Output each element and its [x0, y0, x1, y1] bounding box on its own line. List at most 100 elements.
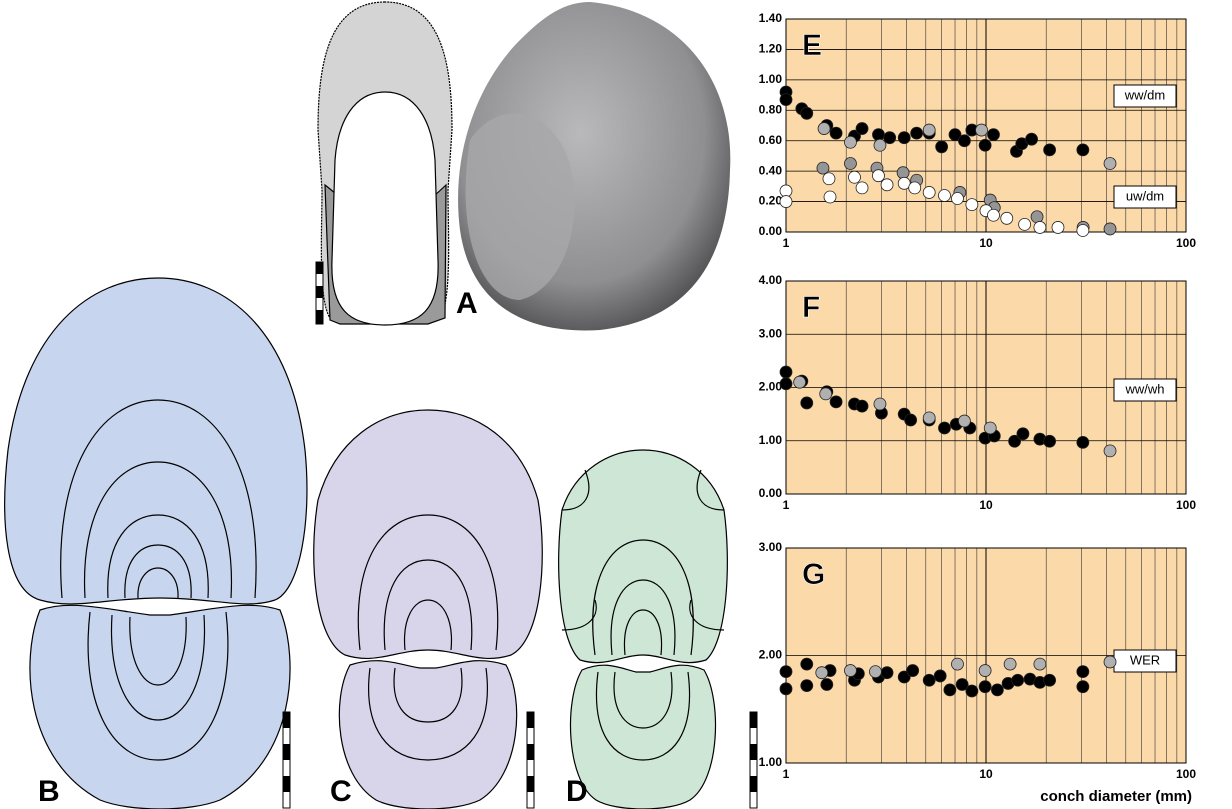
data-point	[976, 124, 988, 136]
data-point	[881, 179, 893, 191]
y-tick-label: 1.00	[759, 755, 783, 769]
x-tick-label: 10	[979, 236, 993, 250]
data-point	[1034, 221, 1046, 233]
x-tick-label: 10	[979, 767, 993, 781]
whorl-section-d	[559, 450, 728, 809]
panel-label: F	[802, 291, 820, 324]
data-point	[801, 397, 813, 409]
data-point	[1052, 221, 1064, 233]
data-point	[1077, 224, 1089, 236]
y-tick-label: 0.40	[759, 163, 783, 177]
data-point	[911, 127, 923, 139]
data-point	[1104, 223, 1116, 235]
cross-section-drawing	[318, 2, 452, 325]
data-point	[801, 680, 813, 692]
data-point	[824, 191, 836, 203]
data-point	[934, 670, 946, 682]
data-point	[1001, 212, 1013, 224]
y-tick-label: 0.00	[759, 224, 783, 238]
data-point	[818, 123, 830, 135]
data-point	[780, 196, 792, 208]
data-point	[844, 665, 856, 677]
panel-label: C	[330, 775, 352, 808]
data-point	[844, 158, 856, 170]
data-point	[1077, 436, 1089, 448]
x-tick-label: 100	[1176, 767, 1196, 781]
data-point	[1104, 158, 1116, 170]
data-point	[898, 132, 910, 144]
data-point	[909, 182, 921, 194]
data-point	[780, 94, 792, 106]
data-point	[794, 376, 806, 388]
y-tick-label: 1.20	[759, 42, 783, 56]
x-tick-label: 1	[783, 498, 790, 512]
y-tick-label: 4.00	[759, 273, 783, 287]
data-point	[923, 412, 935, 424]
data-point	[1044, 144, 1056, 156]
data-point	[1104, 656, 1116, 668]
data-point	[905, 414, 917, 426]
data-point	[856, 182, 868, 194]
data-point	[856, 123, 868, 135]
x-axis-title: conch diameter (mm)	[1040, 788, 1192, 805]
whorl-section-c	[314, 410, 543, 809]
data-point	[874, 398, 886, 410]
data-point	[1012, 674, 1024, 686]
panel-label: B	[38, 775, 60, 808]
data-point	[958, 135, 970, 147]
y-tick-label: 2.00	[759, 648, 783, 662]
data-point	[1044, 435, 1056, 447]
data-point	[984, 422, 996, 434]
y-tick-label: 0.00	[759, 486, 783, 500]
data-point	[1031, 211, 1043, 223]
y-tick-label: 1.00	[759, 72, 783, 86]
x-tick-label: 100	[1176, 498, 1196, 512]
y-tick-label: 0.60	[759, 133, 783, 147]
data-point	[966, 685, 978, 697]
data-point	[801, 658, 813, 670]
data-point	[1077, 681, 1089, 693]
data-point	[780, 378, 792, 390]
data-point	[817, 162, 829, 174]
panel-label: E	[802, 29, 822, 62]
figure: A B C D 1101000.000.200.400.600.801.001.…	[0, 0, 1232, 809]
data-point	[780, 666, 792, 678]
fossil-photo	[458, 2, 730, 330]
data-point	[1077, 144, 1089, 156]
annotation: ww/dm	[1124, 87, 1165, 102]
data-point	[1104, 445, 1116, 457]
data-point	[1026, 133, 1038, 145]
data-point	[936, 141, 948, 153]
scale-bar	[316, 262, 323, 324]
data-point	[844, 136, 856, 148]
data-point	[780, 185, 792, 197]
y-tick-label: 3.00	[759, 540, 783, 554]
whorl-section-b	[5, 278, 307, 809]
x-tick-label: 1	[783, 767, 790, 781]
x-tick-label: 10	[979, 498, 993, 512]
data-point	[872, 170, 884, 182]
data-point	[780, 683, 792, 695]
data-point	[923, 674, 935, 686]
data-point	[830, 396, 842, 408]
panel-label: G	[802, 558, 825, 591]
data-point	[881, 667, 893, 679]
data-point	[958, 415, 970, 427]
data-point	[944, 684, 956, 696]
data-point	[1077, 666, 1089, 678]
data-point	[856, 400, 868, 412]
data-point	[897, 167, 909, 179]
data-point	[923, 186, 935, 198]
y-tick-label: 3.00	[759, 326, 783, 340]
data-point	[987, 129, 999, 141]
data-point	[987, 209, 999, 221]
x-tick-label: 100	[1176, 236, 1196, 250]
data-point	[1019, 218, 1031, 230]
data-point	[884, 132, 896, 144]
data-point	[951, 658, 963, 670]
data-point	[991, 684, 1003, 696]
data-point	[938, 189, 950, 201]
annotation: uw/dm	[1126, 188, 1164, 203]
data-point	[872, 129, 884, 141]
y-tick-label: 1.40	[759, 11, 783, 25]
